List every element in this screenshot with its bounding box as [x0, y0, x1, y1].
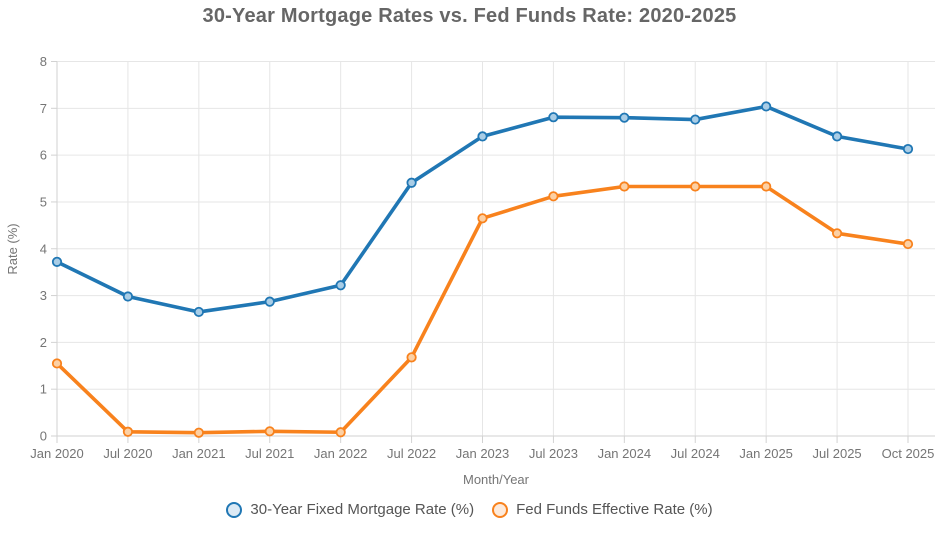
data-point[interactable]: [193, 427, 204, 438]
y-tick-label: 1: [40, 382, 47, 397]
y-tick-label: 5: [40, 194, 47, 209]
legend-label-fed-funds-rate: Fed Funds Effective Rate (%): [516, 501, 713, 518]
data-point[interactable]: [548, 112, 559, 123]
legend-marker-circle-blue: [226, 501, 243, 518]
data-point[interactable]: [335, 280, 346, 291]
x-tick-label: Jan 2021: [172, 446, 226, 461]
x-tick-label: Jul 2024: [671, 446, 720, 461]
x-tick-label: Jul 2023: [529, 446, 578, 461]
data-point[interactable]: [761, 181, 772, 192]
legend: 30-Year Fixed Mortgage Rate (%) Fed Fund…: [0, 501, 939, 518]
x-tick-label: Jan 2023: [456, 446, 510, 461]
data-point[interactable]: [761, 101, 772, 112]
data-point[interactable]: [477, 131, 488, 142]
x-tick-label: Jul 2025: [813, 446, 862, 461]
data-point[interactable]: [619, 181, 630, 192]
y-tick-label: 8: [40, 54, 47, 69]
data-point[interactable]: [690, 181, 701, 192]
legend-item-fed-funds-rate[interactable]: Fed Funds Effective Rate (%): [492, 501, 713, 518]
data-point[interactable]: [51, 256, 63, 267]
legend-item-mortgage-rate[interactable]: 30-Year Fixed Mortgage Rate (%): [226, 501, 474, 518]
data-point[interactable]: [477, 213, 488, 224]
data-point[interactable]: [264, 426, 275, 437]
data-point[interactable]: [831, 228, 843, 239]
legend-marker-circle-orange: [492, 501, 509, 518]
x-tick-label: Jul 2020: [103, 446, 152, 461]
legend-label-mortgage-rate: 30-Year Fixed Mortgage Rate (%): [250, 501, 475, 518]
data-point[interactable]: [619, 112, 630, 123]
data-point[interactable]: [902, 143, 914, 155]
data-point[interactable]: [122, 291, 134, 302]
y-tick-label: 3: [40, 288, 47, 303]
y-tick-label: 4: [40, 241, 47, 256]
data-point[interactable]: [831, 131, 843, 142]
data-point[interactable]: [406, 177, 417, 188]
chart-title: 30-Year Mortgage Rates vs. Fed Funds Rat…: [202, 5, 737, 27]
data-point[interactable]: [335, 427, 346, 438]
x-tick-label: Jan 2024: [598, 446, 652, 461]
y-tick-label: 0: [40, 429, 47, 444]
x-tick-label: Jan 2022: [314, 446, 368, 461]
data-point[interactable]: [406, 352, 417, 363]
y-tick-label: 7: [40, 101, 47, 116]
data-point[interactable]: [51, 358, 63, 369]
x-tick-label: Jul 2022: [387, 446, 436, 461]
y-tick-label: 6: [40, 148, 47, 163]
data-point[interactable]: [193, 306, 204, 318]
data-point[interactable]: [902, 238, 914, 250]
x-tick-label: Jul 2021: [245, 446, 294, 461]
y-tick-label: 2: [40, 335, 47, 350]
x-tick-label: Oct 2025: [882, 446, 935, 461]
data-point[interactable]: [122, 426, 134, 437]
x-axis-title: Month/Year: [462, 472, 529, 487]
x-tick-label: Jan 2020: [30, 446, 84, 461]
data-point[interactable]: [264, 296, 275, 307]
data-point[interactable]: [548, 191, 559, 202]
data-point[interactable]: [690, 114, 701, 125]
x-tick-label: Jan 2025: [739, 446, 793, 461]
